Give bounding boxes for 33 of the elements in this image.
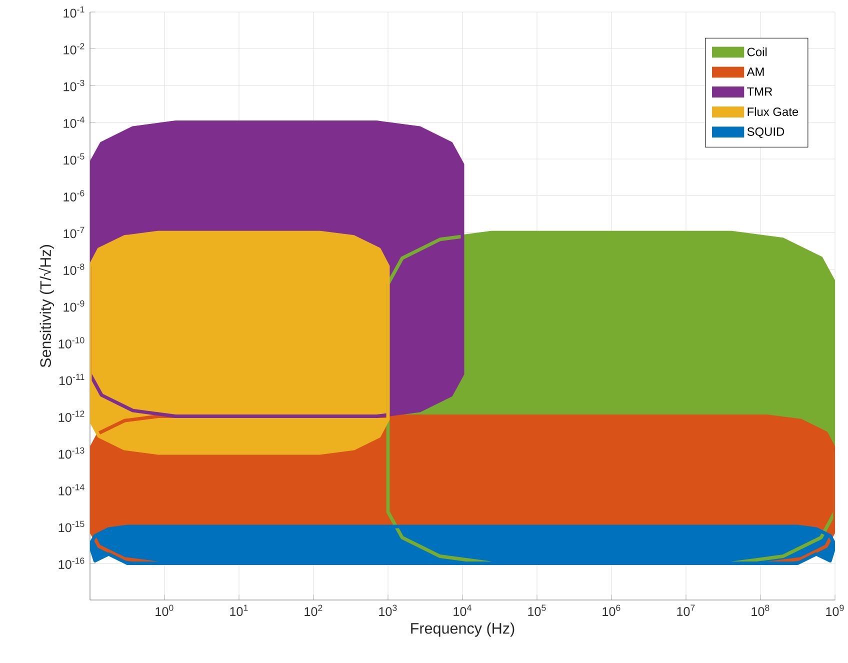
y-tick-label: 10$^{-15}$ [58,520,84,532]
x-tick-label: 10$^{8}$ [752,604,770,616]
x-tick-label: 10$^{2}$ [304,604,322,616]
x-tick-label: 10$^{6}$ [602,604,620,616]
x-tick-label: 10$^{5}$ [528,604,546,616]
y-tick-label: 10$^{-11}$ [59,374,84,386]
x-axis-title: Frequency (Hz) [411,622,514,637]
y-tick-label: 10$^{-7}$ [64,226,84,238]
x-tick-label: 10$^{1}$ [230,604,248,616]
y-tick-label: 10$^{-14}$ [58,484,84,496]
y-tick-label: 10$^{-13}$ [58,447,84,459]
y-tick-label: 10$^{-5}$ [64,153,84,165]
legend-label: SQUID [747,127,784,138]
x-tick-label: 10$^{7}$ [677,604,695,616]
y-tick-label: 10$^{-6}$ [64,190,84,202]
y-tick-label: 10$^{-1}$ [64,6,84,18]
legend-label: TMR [747,87,772,96]
y-tick-label: 10$^{-9}$ [64,300,84,312]
legend-label: AM [746,68,764,76]
legend-label: Coil [747,47,767,56]
x-tick-label: 10$^{3}$ [379,604,397,616]
y-tick-label: 10$^{-4}$ [64,116,84,128]
legend-label: Flux Gate [748,107,798,116]
y-tick-label: 10$^{-12}$ [58,410,84,422]
y-axis-title: Sensitivity (T/√Hz) [38,245,54,368]
x-tick-label: 10$^{9}$ [826,604,844,616]
x-tick-label: 10$^{0}$ [156,604,174,616]
y-tick-label: 10$^{-8}$ [64,264,84,275]
x-tick-label: 10$^{4}$ [454,604,472,616]
y-tick-label: 10$^{-2}$ [64,43,84,54]
y-tick-label: 10$^{-16}$ [58,558,84,569]
y-tick-label: 10$^{-10}$ [58,337,84,348]
y-tick-label: 10$^{-3}$ [64,80,84,92]
